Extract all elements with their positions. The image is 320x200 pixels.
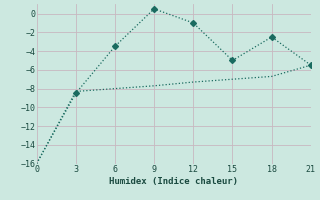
X-axis label: Humidex (Indice chaleur): Humidex (Indice chaleur) <box>109 177 238 186</box>
